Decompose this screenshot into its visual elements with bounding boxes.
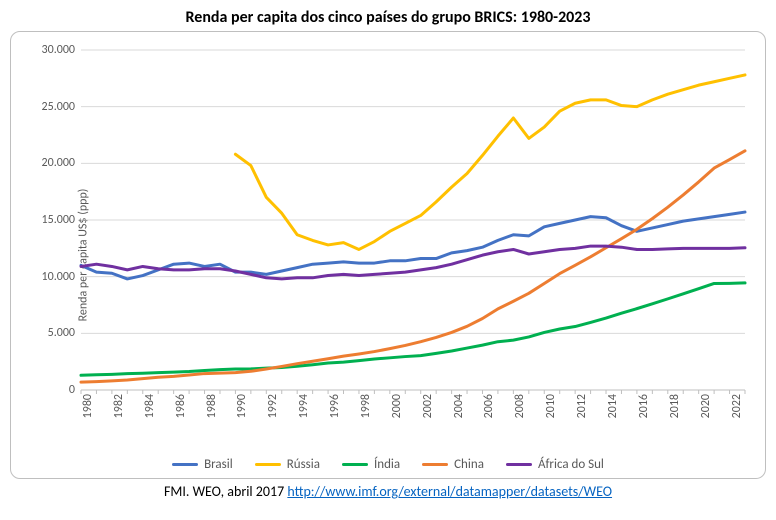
y-tick-label: 20.000 xyxy=(42,156,75,170)
legend-swatch xyxy=(342,463,368,466)
chart-frame: Renda per capita US$ (ppp) 05.00010.0001… xyxy=(10,31,766,479)
source-prefix: FMI. WEO, abril 2017 xyxy=(164,483,287,500)
y-tick-label: 15.000 xyxy=(42,213,75,227)
y-tick-label: 5.000 xyxy=(48,326,75,340)
x-tick-label: 1994 xyxy=(297,394,311,418)
chart-title: Renda per capita dos cinco países do gru… xyxy=(0,0,776,31)
y-tick-label: 10.000 xyxy=(42,270,75,284)
x-tick-label: 2014 xyxy=(606,394,620,418)
legend-label: Rússia xyxy=(287,457,320,472)
x-tick-label: 1988 xyxy=(205,394,219,418)
x-tick-label: 2000 xyxy=(390,394,404,418)
legend-swatch xyxy=(506,463,532,466)
legend-item: Rússia xyxy=(255,457,320,472)
x-tick-label: 2022 xyxy=(730,394,744,418)
x-tick-label: 2018 xyxy=(668,394,682,418)
chart-svg xyxy=(81,50,745,390)
y-tick-label: 30.000 xyxy=(42,43,75,57)
y-tick-label: 0 xyxy=(69,383,75,397)
x-tick-label: 2002 xyxy=(421,394,435,418)
x-tick-label: 1986 xyxy=(174,394,188,418)
x-tick-label: 1998 xyxy=(359,394,373,418)
x-tick-label: 2006 xyxy=(482,394,496,418)
y-tick-label: 25.000 xyxy=(42,100,75,114)
legend-swatch xyxy=(422,463,448,466)
x-tick-label: 2004 xyxy=(452,394,466,418)
series-lines xyxy=(81,75,745,382)
legend-item: China xyxy=(422,457,484,472)
legend-swatch xyxy=(172,463,198,466)
legend-item: Índia xyxy=(342,457,400,472)
x-tick-label: 2012 xyxy=(575,394,589,418)
legend-item: África do Sul xyxy=(506,457,604,472)
plot-area: 05.00010.00015.00020.00025.00030.000 198… xyxy=(81,50,745,390)
legend: Brasil Rússia Índia China África do Sul xyxy=(11,457,765,472)
source-line: FMI. WEO, abril 2017 http://www.imf.org/… xyxy=(0,479,776,500)
legend-label: Brasil xyxy=(204,457,233,472)
x-tick-label: 2010 xyxy=(544,394,558,418)
x-tick-label: 1980 xyxy=(81,394,95,418)
x-tick-label: 2008 xyxy=(513,394,527,418)
x-tick-label: 1982 xyxy=(112,394,126,418)
legend-label: África do Sul xyxy=(538,457,604,472)
legend-item: Brasil xyxy=(172,457,233,472)
x-tick-label: 1992 xyxy=(266,394,280,418)
legend-label: China xyxy=(454,457,484,472)
x-tick-label: 2020 xyxy=(699,394,713,418)
source-link[interactable]: http://www.imf.org/external/datamapper/d… xyxy=(287,483,612,500)
x-tick-label: 2016 xyxy=(637,394,651,418)
legend-label: Índia xyxy=(374,457,400,472)
series-line-índia xyxy=(81,283,745,375)
legend-swatch xyxy=(255,463,281,466)
series-line-china xyxy=(81,151,745,382)
x-tick-label: 1990 xyxy=(235,394,249,418)
x-tick-label: 1984 xyxy=(143,394,157,418)
x-tick-label: 1996 xyxy=(328,394,342,418)
